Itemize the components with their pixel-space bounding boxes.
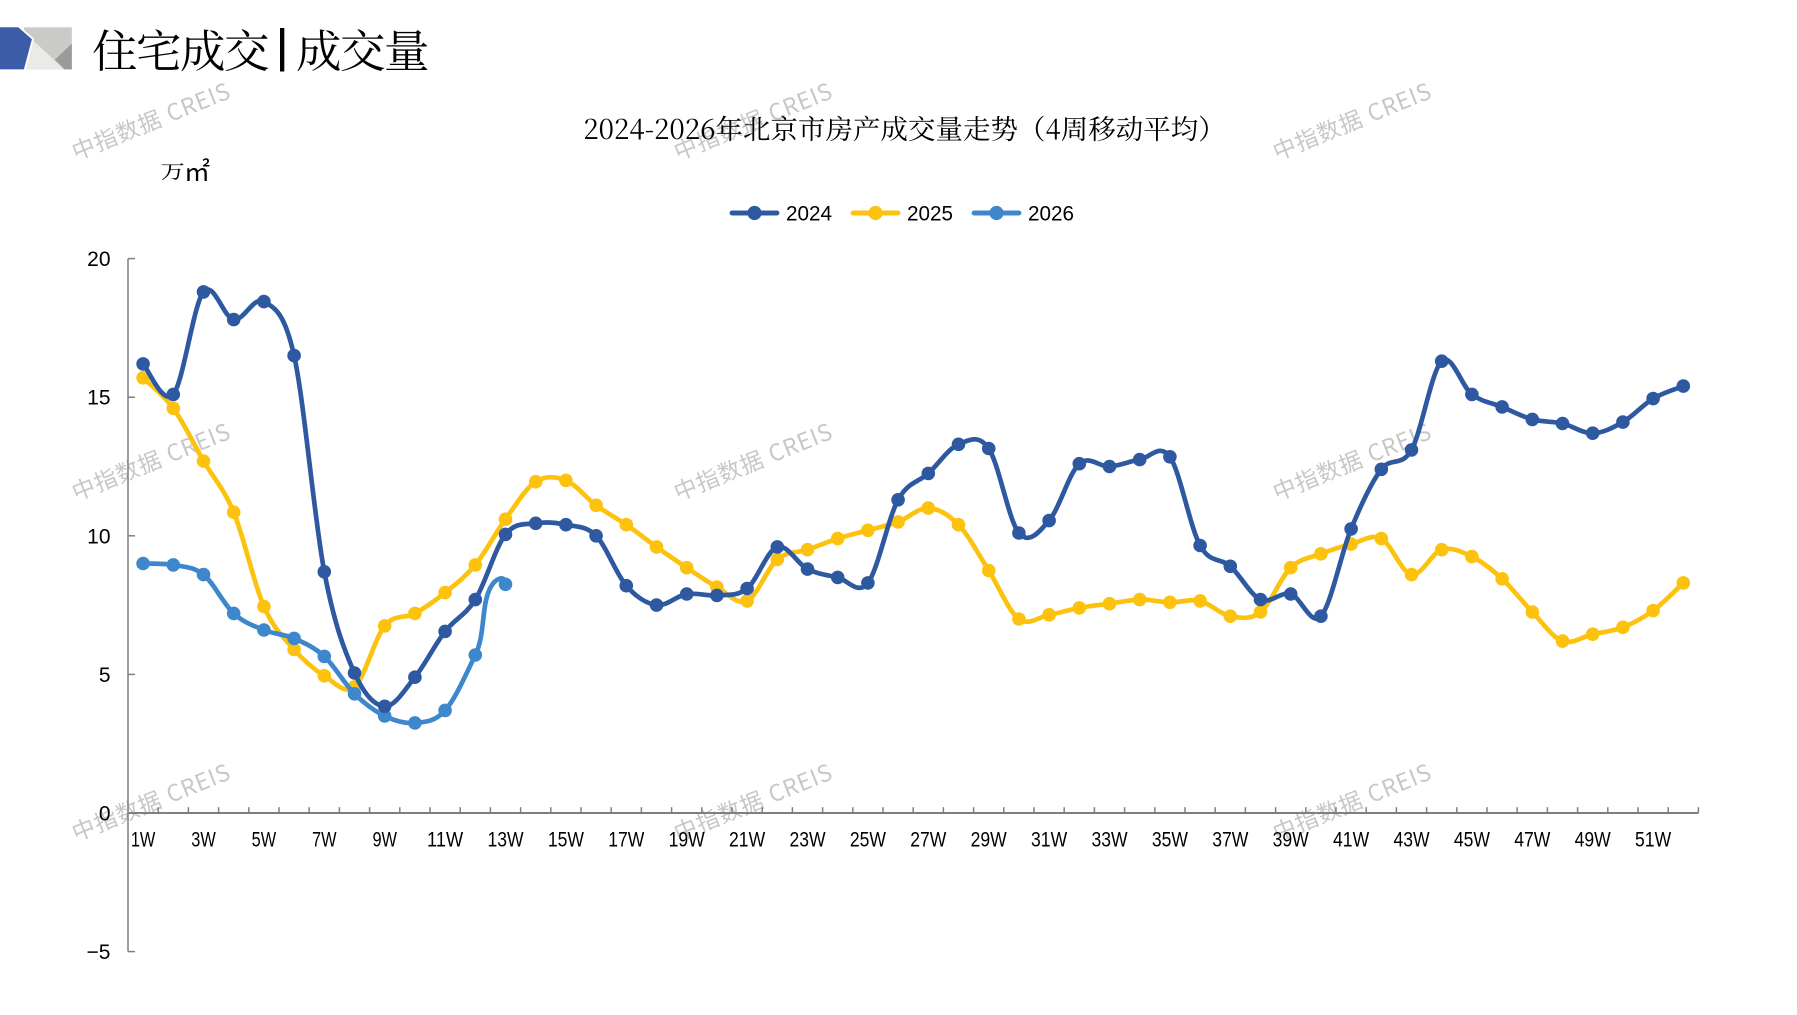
svg-text:9W: 9W	[372, 829, 397, 852]
svg-text:51W: 51W	[1635, 829, 1671, 852]
svg-text:15: 15	[87, 387, 110, 410]
svg-text:31W: 31W	[1031, 829, 1067, 852]
svg-text:2025: 2025	[907, 203, 953, 226]
svg-text:5: 5	[99, 664, 111, 687]
svg-text:35W: 35W	[1152, 829, 1188, 852]
svg-text:25W: 25W	[850, 829, 886, 852]
svg-text:13W: 13W	[487, 829, 523, 852]
svg-text:47W: 47W	[1514, 829, 1550, 852]
svg-text:17W: 17W	[608, 829, 644, 852]
svg-text:5W: 5W	[252, 829, 277, 852]
svg-text:27W: 27W	[910, 829, 946, 852]
svg-text:2026: 2026	[1028, 203, 1074, 226]
svg-text:19W: 19W	[669, 829, 705, 852]
svg-text:0: 0	[99, 803, 111, 826]
svg-text:1W: 1W	[131, 829, 156, 852]
svg-text:2024: 2024	[786, 203, 832, 226]
svg-text:10: 10	[87, 525, 110, 548]
svg-text:33W: 33W	[1091, 829, 1127, 852]
svg-text:3W: 3W	[191, 829, 216, 852]
svg-text:29W: 29W	[971, 829, 1007, 852]
svg-text:43W: 43W	[1393, 829, 1429, 852]
svg-text:41W: 41W	[1333, 829, 1369, 852]
svg-text:49W: 49W	[1575, 829, 1611, 852]
svg-text:37W: 37W	[1212, 829, 1248, 852]
svg-text:11W: 11W	[427, 829, 463, 852]
svg-text:−5: −5	[87, 941, 111, 964]
svg-text:23W: 23W	[789, 829, 825, 852]
svg-text:20: 20	[87, 248, 110, 271]
svg-text:39W: 39W	[1273, 829, 1309, 852]
svg-text:7W: 7W	[312, 829, 337, 852]
svg-text:45W: 45W	[1454, 829, 1490, 852]
svg-text:21W: 21W	[729, 829, 765, 852]
svg-text:15W: 15W	[548, 829, 584, 852]
